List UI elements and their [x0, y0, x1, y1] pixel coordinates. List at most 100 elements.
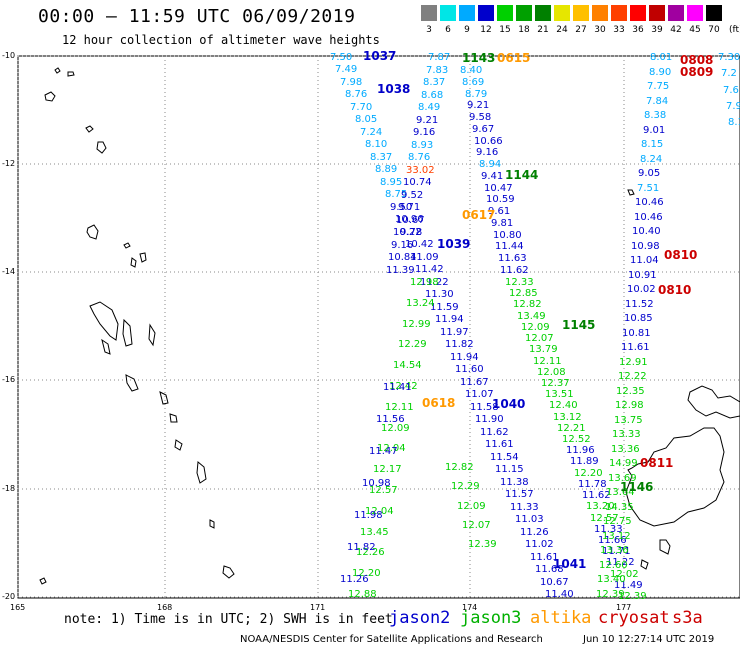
latitude-label: -10 — [2, 51, 16, 60]
track-c-value: 11.63 — [498, 253, 527, 264]
track-c-value: 9.16 — [476, 147, 499, 158]
track-d-value: 12.33 — [505, 277, 534, 288]
island-outline — [86, 224, 99, 240]
scale-label: 15 — [499, 25, 511, 35]
island-outline — [67, 71, 75, 77]
track-g-value: 12.29 — [451, 481, 480, 492]
track-d-value: 12.39 — [618, 591, 647, 602]
track-e-value: 12.57 — [369, 485, 398, 496]
track-b-value: 33.02 — [406, 165, 435, 176]
longitude-label: 177 — [616, 603, 632, 612]
track-a-value: 11.94 — [435, 314, 464, 325]
pass-label: 1038 — [377, 82, 411, 96]
track-e-value: 14.54 — [393, 360, 422, 371]
track-d-value: 12.37 — [541, 378, 570, 389]
pass-label: 1146 — [620, 480, 654, 494]
track-h-value: 8.38 — [644, 110, 667, 121]
track-f-value: 11.26 — [340, 574, 369, 585]
track-f-value: 11.41 — [383, 382, 412, 393]
track-h-value: 14.35 — [605, 502, 634, 513]
track-a-value: 11.26 — [520, 527, 549, 538]
legend-entry-altika: altika — [530, 608, 592, 628]
scale-label: 9 — [464, 25, 470, 35]
track-a-value: 11.67 — [460, 377, 489, 388]
scale-swatch — [573, 5, 589, 21]
track-h-value: 11.52 — [625, 299, 654, 310]
island-outline — [209, 519, 215, 529]
track-a-value: 10.96 — [395, 214, 424, 225]
track-h-value: 8.01 — [650, 52, 673, 63]
track-d-value: 12.82 — [513, 299, 542, 310]
track-f-value: 11.56 — [376, 414, 405, 425]
track-a-value: 11.03 — [515, 514, 544, 525]
track-i-value: 7.9 — [726, 101, 740, 112]
track-c-value: 8.69 — [462, 77, 485, 88]
track-a-value: 11.59 — [430, 302, 459, 313]
island-outline — [148, 323, 156, 347]
track-e-value: 12.98 — [410, 277, 439, 288]
track-a-value: 9.78 — [400, 227, 423, 238]
track-c-value: 9.41 — [481, 171, 504, 182]
track-d-value: 11.33 — [594, 524, 623, 535]
track-b-value: 9.16 — [413, 127, 436, 138]
island-outline — [85, 125, 94, 133]
scale-swatch — [516, 5, 532, 21]
scale-label: 21 — [537, 25, 549, 35]
track-g-value: 12.39 — [468, 539, 497, 550]
track-h-value: 14.99 — [609, 458, 638, 469]
island-outline — [89, 301, 119, 341]
track-a-value: 11.40 — [545, 589, 574, 600]
scale-label: 18 — [518, 25, 530, 35]
track-h-value: 13.75 — [614, 415, 643, 426]
track-h-value: 13.69 — [608, 473, 637, 484]
track-h-value: 13.36 — [600, 545, 629, 556]
track-c-value: 10.80 — [493, 230, 522, 241]
scale-label: 30 — [594, 25, 606, 35]
scale-label: 3 — [426, 25, 432, 35]
island-outline — [130, 257, 137, 268]
scale-swatch — [687, 5, 703, 21]
track-a-value: 11.30 — [425, 289, 454, 300]
pass-label: 1143 — [462, 51, 496, 65]
track-a-value: 11.57 — [505, 489, 534, 500]
track-d-value: 12.85 — [509, 288, 538, 299]
latitude-label: -18 — [2, 484, 16, 493]
scale-swatch — [440, 5, 456, 21]
pass-label: 1041 — [553, 557, 587, 571]
track-a-value: 11.90 — [475, 414, 504, 425]
track-d-value: 12.11 — [533, 356, 562, 367]
track-d-value: 13.51 — [545, 389, 574, 400]
track-c-value: 10.47 — [484, 183, 513, 194]
track-a-value: 11.15 — [495, 464, 524, 475]
track-b-value: 10.22 — [393, 227, 422, 238]
scale-label: 70 — [708, 25, 720, 35]
scale-label: 39 — [651, 25, 663, 35]
latitude-label: -16 — [2, 375, 16, 384]
scale-label: 36 — [632, 25, 644, 35]
longitude-label: 171 — [310, 603, 326, 612]
track-b-value: 9.52 — [401, 190, 424, 201]
track-b-value: 9.21 — [416, 115, 439, 126]
island-outline — [139, 252, 147, 263]
track-h-value: 10.91 — [628, 270, 657, 281]
scale-swatch — [611, 5, 627, 21]
track-h-value: 8.15 — [641, 139, 664, 150]
track-i-value: 8.1 — [728, 117, 740, 128]
scale-swatch — [459, 5, 475, 21]
page-subtitle: 12 hour collection of altimeter wave hei… — [62, 33, 380, 47]
track-d-value: 12.57 — [590, 513, 619, 524]
scale-swatch — [421, 5, 437, 21]
track-d-value: 11.96 — [566, 445, 595, 456]
track-a-value: 11.97 — [440, 327, 469, 338]
track-h-value: 10.40 — [632, 226, 661, 237]
track-a-value: 8.89 — [375, 164, 398, 175]
scale-swatch — [478, 5, 494, 21]
track-a-value: 11.94 — [450, 352, 479, 363]
island-outline — [659, 539, 671, 555]
track-d-value: 11.71 — [602, 546, 631, 557]
track-d-value: 12.02 — [610, 569, 639, 580]
track-e-value: 12.11 — [385, 402, 414, 413]
legend-entry-jason3: jason3 — [460, 608, 522, 628]
track-a-value: 8.95 — [380, 177, 403, 188]
